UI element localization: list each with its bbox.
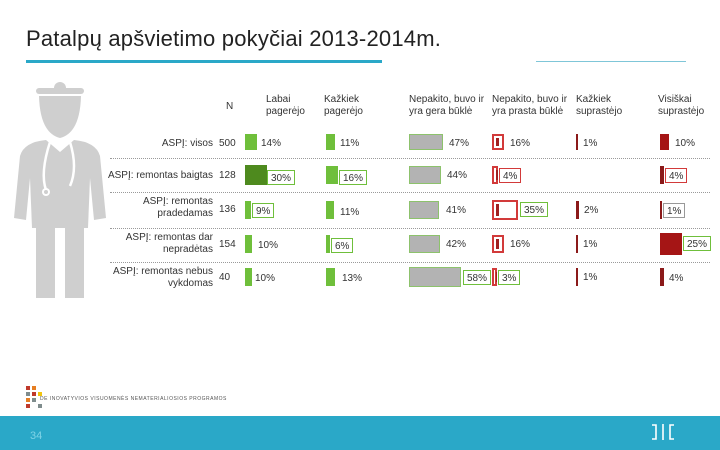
bar-nepakito-gera — [409, 235, 440, 253]
program-logo — [26, 386, 42, 408]
header-kazkiek-pagerejo: Kažkiek pagerėjo — [324, 94, 363, 117]
page-number: 34 — [30, 430, 43, 442]
header-visiskai-suprastejo: Visiškai suprastėjo — [658, 94, 705, 117]
value-labai-pagerejo: 30% — [267, 170, 296, 185]
value-labai-pagerejo: 10% — [258, 240, 279, 251]
row-separator — [110, 158, 710, 159]
bar-visiskai-suprastejo — [660, 201, 662, 219]
bar-nepakito-gera — [409, 201, 439, 219]
row-label: ASPĮ: visos — [161, 138, 213, 149]
row-n: 136 — [219, 204, 236, 215]
value-nepakito-gera: 41% — [446, 205, 467, 216]
company-logo-icon — [652, 424, 674, 440]
row-n: 154 — [219, 239, 236, 250]
bar-kazkiek-pagerejo — [326, 134, 335, 150]
value-kazkiek-pagerejo: 16% — [339, 170, 368, 185]
bar-labai-pagerejo — [245, 268, 252, 286]
value-nepakito-prasta: 16% — [510, 138, 531, 149]
value-kazkiek-suprastejo: 1% — [583, 239, 598, 250]
header-kazkiek-suprastejo: Kažkiek suprastėjo — [576, 94, 623, 117]
value-nepakito-gera: 47% — [449, 138, 470, 149]
value-visiskai-suprastejo: 10% — [675, 138, 696, 149]
value-kazkiek-pagerejo: 11% — [340, 207, 360, 218]
value-nepakito-prasta: 35% — [520, 202, 549, 217]
row-label: ASPĮ: remontas pradedamas — [142, 196, 213, 219]
value-visiskai-suprastejo: 1% — [663, 203, 686, 218]
row-label: ASPĮ: remontas nebus vykdomas — [112, 266, 213, 289]
footer-bar — [0, 416, 720, 450]
bar-kazkiek-suprastejo — [576, 134, 578, 150]
row-label: ASPĮ: remontas dar nepradėtas — [125, 232, 213, 255]
row-n: 500 — [219, 138, 236, 149]
row-n: 40 — [219, 272, 231, 283]
value-labai-pagerejo: 14% — [261, 138, 282, 149]
bar-labai-pagerejo — [245, 165, 267, 185]
bar-kazkiek-pagerejo — [326, 166, 338, 184]
bar-nepakito-prasta — [492, 200, 518, 220]
bar-visiskai-suprastejo — [660, 166, 664, 184]
bar-nepakito-prasta — [492, 134, 504, 150]
row-separator — [110, 192, 710, 193]
bar-kazkiek-pagerejo — [326, 201, 334, 219]
header-n: N — [226, 101, 234, 112]
bar-visiskai-suprastejo — [660, 268, 664, 286]
title-underline — [26, 60, 382, 63]
doctor-icon — [14, 82, 106, 298]
bar-labai-pagerejo — [245, 201, 251, 219]
value-labai-pagerejo: 10% — [255, 273, 276, 284]
value-kazkiek-pagerejo: 6% — [331, 238, 354, 253]
bar-kazkiek-suprastejo — [576, 201, 579, 219]
value-kazkiek-pagerejo: 11% — [340, 138, 360, 149]
value-visiskai-suprastejo: 4% — [669, 273, 684, 284]
header-nepakito-gera: Nepakito, buvo ir yra gera būklė — [409, 94, 485, 117]
value-labai-pagerejo: 9% — [252, 203, 275, 218]
bar-nepakito-gera — [409, 166, 441, 184]
value-kazkiek-suprastejo: 2% — [584, 205, 599, 216]
bar-kazkiek-pagerejo — [326, 268, 335, 286]
value-visiskai-suprastejo: 4% — [665, 168, 688, 183]
value-nepakito-gera: 42% — [446, 239, 467, 250]
bar-labai-pagerejo — [245, 235, 252, 253]
value-nepakito-gera: 58% — [463, 270, 492, 285]
bar-nepakito-prasta — [492, 268, 497, 286]
row-separator — [110, 228, 710, 229]
value-nepakito-prasta: 3% — [498, 270, 521, 285]
row-separator — [110, 262, 710, 263]
bar-visiskai-suprastejo — [660, 233, 682, 255]
header-nepakito-prasta: Nepakito, buvo ir yra prasta būklė — [492, 94, 568, 117]
decorative-line — [536, 61, 686, 62]
bar-visiskai-suprastejo — [660, 134, 669, 150]
value-kazkiek-suprastejo: 1% — [583, 272, 598, 283]
value-nepakito-prasta: 16% — [510, 239, 531, 250]
bar-nepakito-prasta — [492, 166, 498, 184]
header-labai-pagerejo: Labai pagerėjo — [266, 94, 305, 117]
bar-kazkiek-suprastejo — [576, 268, 578, 286]
logo-caption: DE INOVATYVIOS VISUOMENĖS NEMATERIALIOSI… — [40, 396, 227, 402]
bar-labai-pagerejo — [245, 134, 257, 150]
bar-kazkiek-pagerejo — [326, 235, 330, 253]
bar-nepakito-prasta — [492, 235, 504, 253]
row-label: ASPĮ: remontas baigtas — [107, 170, 213, 181]
value-visiskai-suprastejo: 25% — [683, 236, 712, 251]
row-n: 128 — [219, 170, 236, 181]
bar-nepakito-gera — [409, 134, 443, 150]
bar-kazkiek-suprastejo — [576, 235, 578, 253]
value-nepakito-prasta: 4% — [499, 168, 522, 183]
value-nepakito-gera: 44% — [447, 170, 468, 181]
value-kazkiek-pagerejo: 13% — [342, 273, 363, 284]
bar-nepakito-gera — [409, 267, 461, 287]
value-kazkiek-suprastejo: 1% — [583, 138, 598, 149]
slide-title: Patalpų apšvietimo pokyčiai 2013-2014m. — [26, 26, 442, 51]
